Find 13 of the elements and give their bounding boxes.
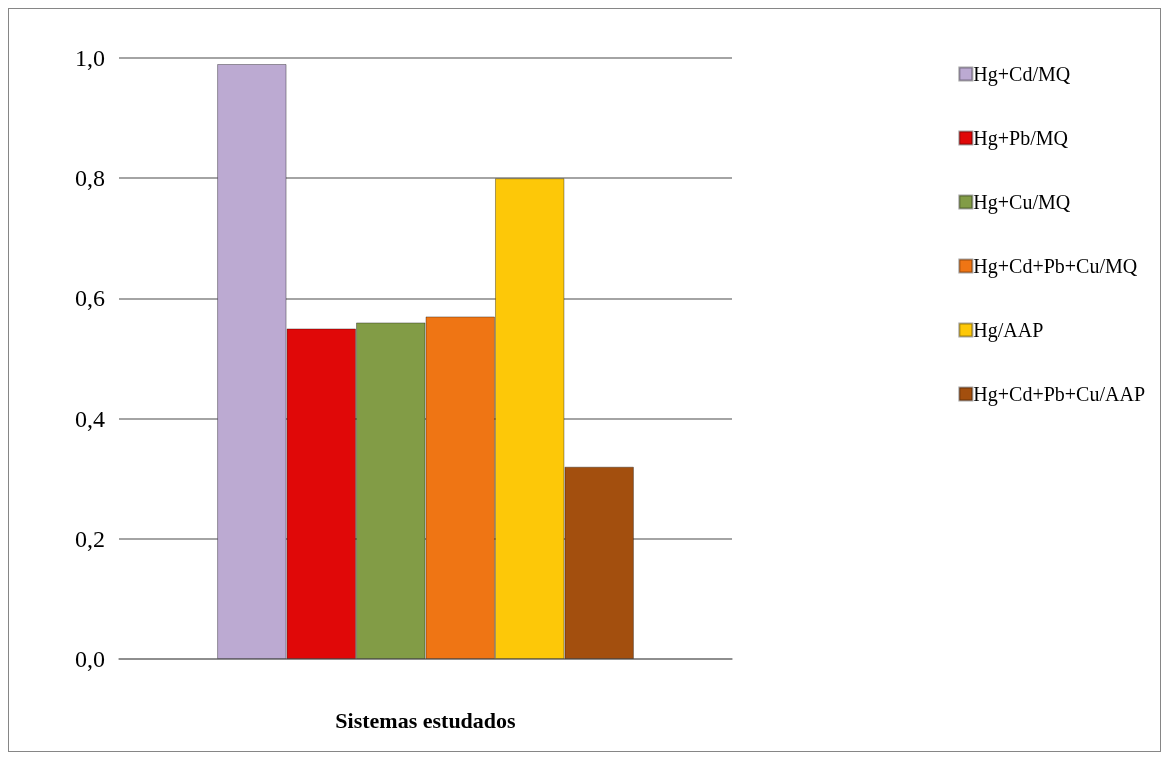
- legend-label: Hg/AAP: [973, 319, 1044, 342]
- legend-label: Hg+Cd/MQ: [973, 63, 1071, 86]
- legend-label: Hg+Cu/MQ: [973, 191, 1071, 214]
- y-tick-label: 0,0: [75, 646, 105, 672]
- y-tick-label: 0,6: [75, 285, 105, 312]
- y-tick-label: 0,4: [75, 405, 105, 432]
- x-axis-title: Sistemas estudados: [335, 707, 517, 733]
- legend-label: Hg+Cd+Pb+Cu/AAP: [973, 383, 1146, 406]
- y-tick-label: 0,2: [75, 525, 105, 552]
- legend-label: Hg+Cd+Pb+Cu/MQ: [973, 255, 1138, 278]
- y-tick-label: 0,8: [75, 165, 105, 192]
- legend-label: Hg+Pb/MQ: [973, 127, 1069, 150]
- y-tick-label: 1,0: [75, 45, 105, 71]
